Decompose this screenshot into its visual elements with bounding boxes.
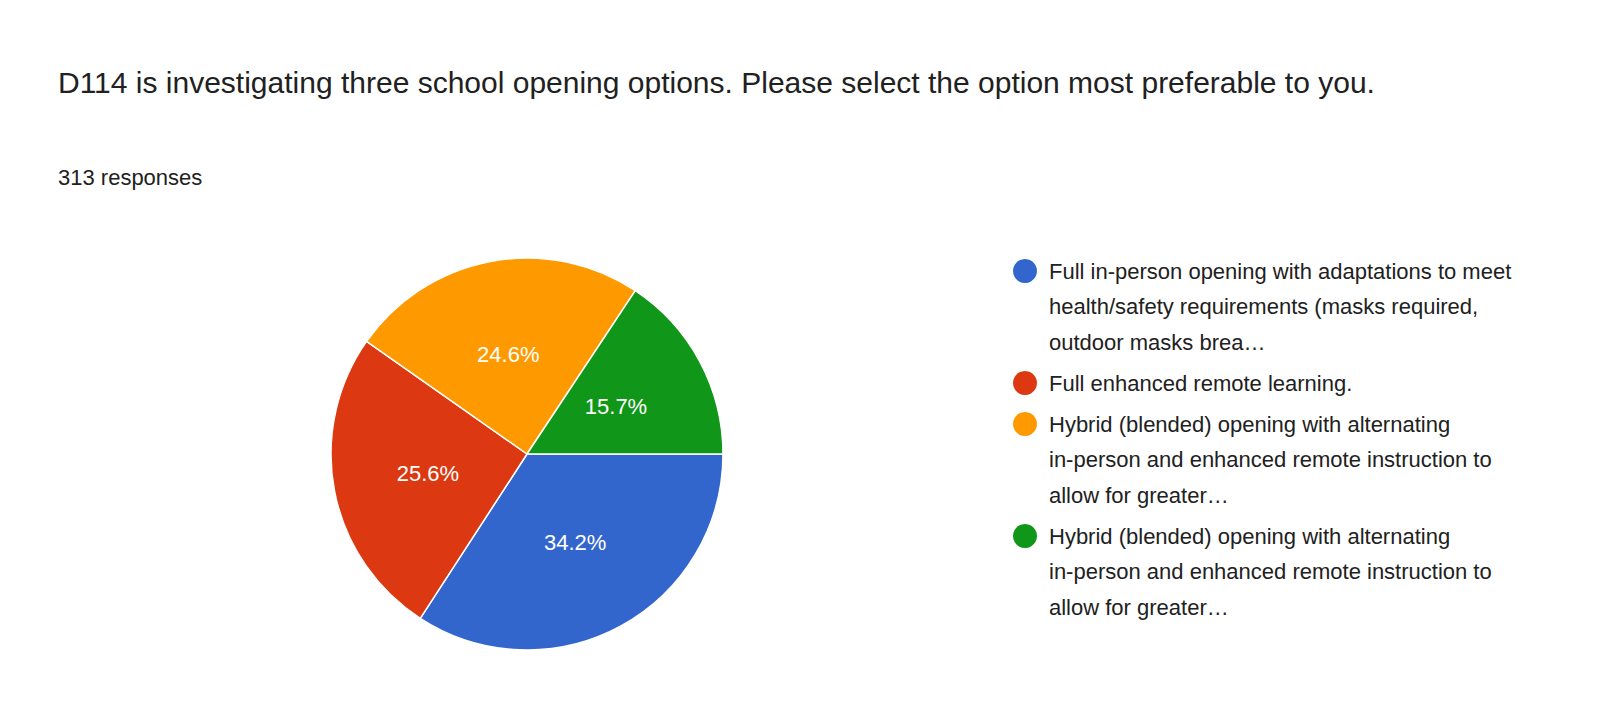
svg-text:allow for greater…: allow for greater… — [1049, 483, 1229, 508]
svg-text:Hybrid (blended) opening with: Hybrid (blended) opening with alternatin… — [1049, 524, 1450, 549]
svg-text:in-person and enhanced remote: in-person and enhanced remote instructio… — [1049, 559, 1492, 584]
svg-text:allow for greater…: allow for greater… — [1049, 595, 1229, 620]
svg-text:health/safety requirements (ma: health/safety requirements (masks requir… — [1049, 294, 1478, 319]
svg-text:Full enhanced remote learning.: Full enhanced remote learning. — [1049, 371, 1352, 396]
svg-text:outdoor masks brea…: outdoor masks brea… — [1049, 330, 1265, 355]
svg-text:Full in-person opening with ad: Full in-person opening with adaptations … — [1049, 259, 1511, 284]
svg-text:15.7%: 15.7% — [585, 394, 647, 419]
svg-text:25.6%: 25.6% — [397, 461, 459, 486]
svg-text:in-person and enhanced remote: in-person and enhanced remote instructio… — [1049, 447, 1492, 472]
svg-text:Hybrid (blended) opening with: Hybrid (blended) opening with alternatin… — [1049, 412, 1450, 437]
svg-text:313 responses: 313 responses — [58, 165, 202, 190]
svg-text:24.6%: 24.6% — [477, 342, 539, 367]
svg-text:D114 is investigating three sc: D114 is investigating three school openi… — [58, 66, 1375, 99]
svg-text:34.2%: 34.2% — [544, 530, 606, 555]
